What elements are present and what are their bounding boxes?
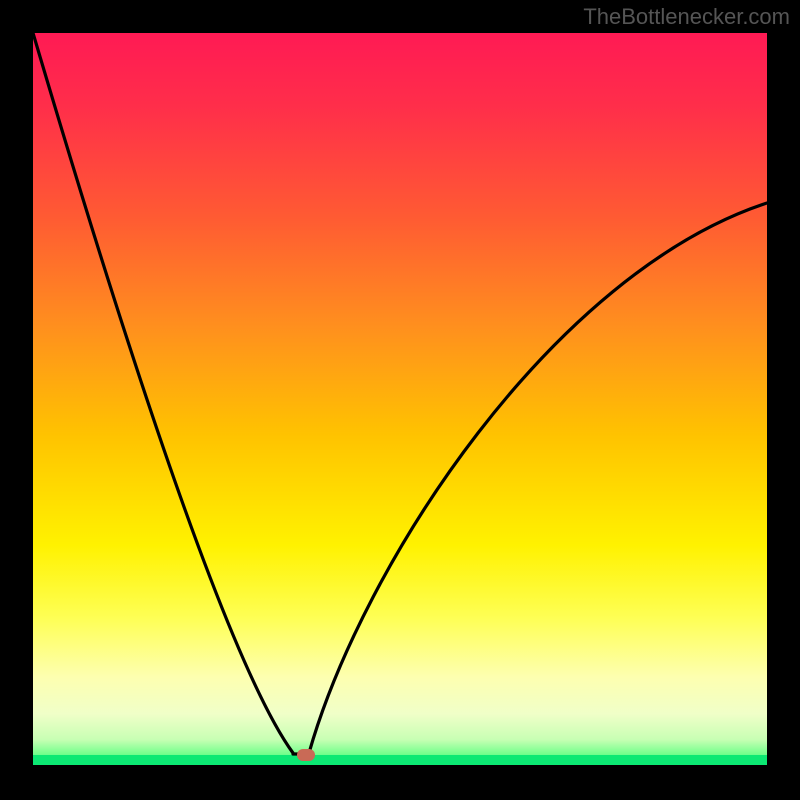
plot-area (33, 33, 767, 765)
bottleneck-curve (33, 33, 767, 765)
chart-stage: TheBottlenecker.com (0, 0, 800, 800)
attribution-text: TheBottlenecker.com (583, 4, 790, 30)
optimum-marker (297, 749, 315, 761)
